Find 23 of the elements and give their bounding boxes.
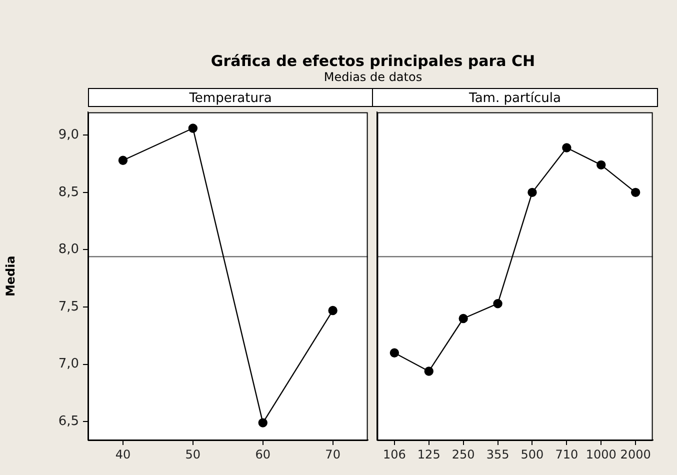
x-tick-label: 70	[325, 447, 340, 462]
y-axis-title: Media	[3, 256, 18, 297]
x-tick-label: 60	[255, 447, 271, 462]
chart-subtitle: Medias de datos	[322, 70, 424, 84]
y-tick-label: 8,0	[58, 242, 79, 258]
chart-title: Gráfica de efectos principales para CH	[210, 52, 536, 70]
y-tick-label: 7,5	[58, 299, 79, 314]
x-tick-label: 40	[115, 447, 131, 462]
y-tick-label: 6,5	[58, 414, 79, 430]
y-tick-label: 8,5	[58, 184, 79, 200]
x-axis-title: Temperatura	[88, 88, 373, 107]
x-tick-label: 710	[555, 447, 578, 462]
y-tick-label: 7,0	[58, 356, 79, 372]
x-tick-label: 2000	[620, 447, 651, 462]
x-axis-title: Tam. partícula	[372, 88, 658, 107]
x-tick-label: 355	[486, 447, 510, 462]
y-tick-label: 9,0	[58, 128, 79, 142]
x-tick-label: 250	[452, 447, 475, 462]
x-tick-label: 125	[417, 447, 440, 462]
x-tick-label: 50	[185, 447, 201, 462]
x-tick-label: 500	[520, 447, 544, 462]
x-tick-label: 106	[382, 447, 406, 462]
x-tick-label: 1000	[586, 447, 616, 462]
